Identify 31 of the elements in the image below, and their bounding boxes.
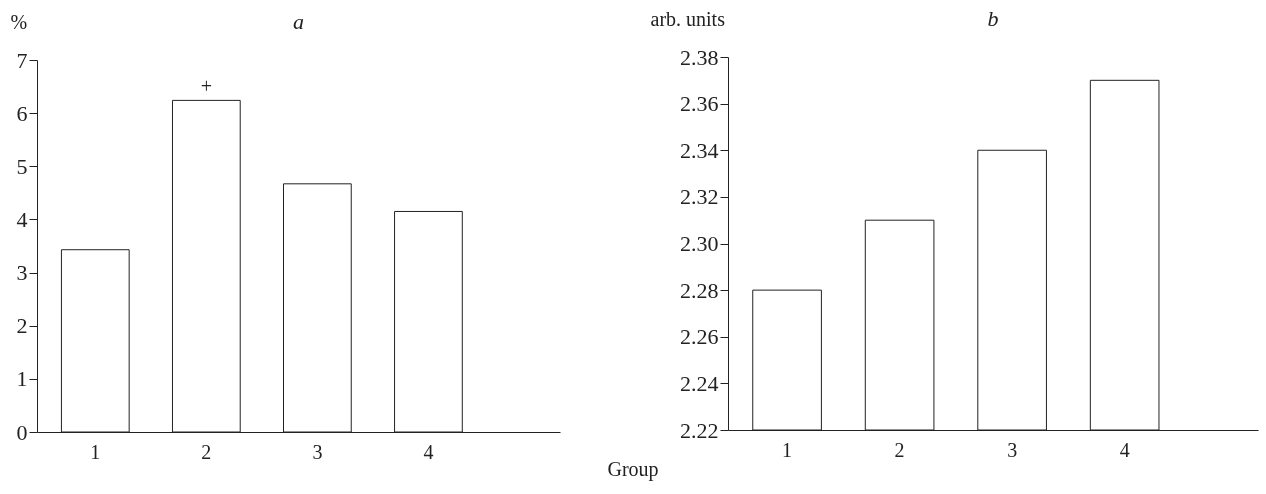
- chart-title: b: [987, 6, 999, 31]
- y-tick-label: 7: [16, 47, 28, 73]
- y-tick-label: 2.32: [680, 184, 719, 210]
- x-tick-label: 1: [782, 438, 793, 461]
- x-tick-label: 4: [423, 440, 434, 463]
- y-tick-label: 2.22: [680, 417, 719, 443]
- y-axis-title: arb. units: [650, 7, 726, 30]
- y-tick-label: 6: [16, 100, 28, 126]
- x-tick-label: 3: [312, 440, 323, 463]
- y-tick-label: 1: [16, 366, 28, 392]
- y-tick-label: 2.38: [680, 44, 719, 70]
- x-tick-label: 3: [1007, 438, 1018, 461]
- x-tick-label: 2: [894, 438, 905, 461]
- y-tick-label: 2.30: [680, 231, 719, 256]
- y-tick-label: 2.28: [680, 277, 719, 303]
- y-tick-label: 2: [16, 313, 28, 339]
- y-tick-label: 3: [16, 260, 28, 286]
- y-tick-label: 2.24: [680, 370, 719, 396]
- x-tick-label: 4: [1119, 438, 1130, 461]
- x-axis-title: Group: [607, 458, 659, 480]
- y-axis-title: %: [10, 10, 28, 33]
- chart-title: a: [293, 9, 304, 34]
- x-tick-label: 1: [90, 440, 101, 463]
- y-tick-label: 2.26: [680, 324, 719, 350]
- y-tick-label: 4: [16, 206, 28, 232]
- y-tick-label: 2.34: [680, 137, 719, 163]
- annotation: +: [200, 75, 212, 98]
- y-tick-label: 5: [16, 153, 28, 179]
- y-tick-label: 0: [16, 419, 28, 445]
- x-tick-label: 2: [201, 440, 212, 463]
- y-tick-label: 2.36: [680, 91, 719, 117]
